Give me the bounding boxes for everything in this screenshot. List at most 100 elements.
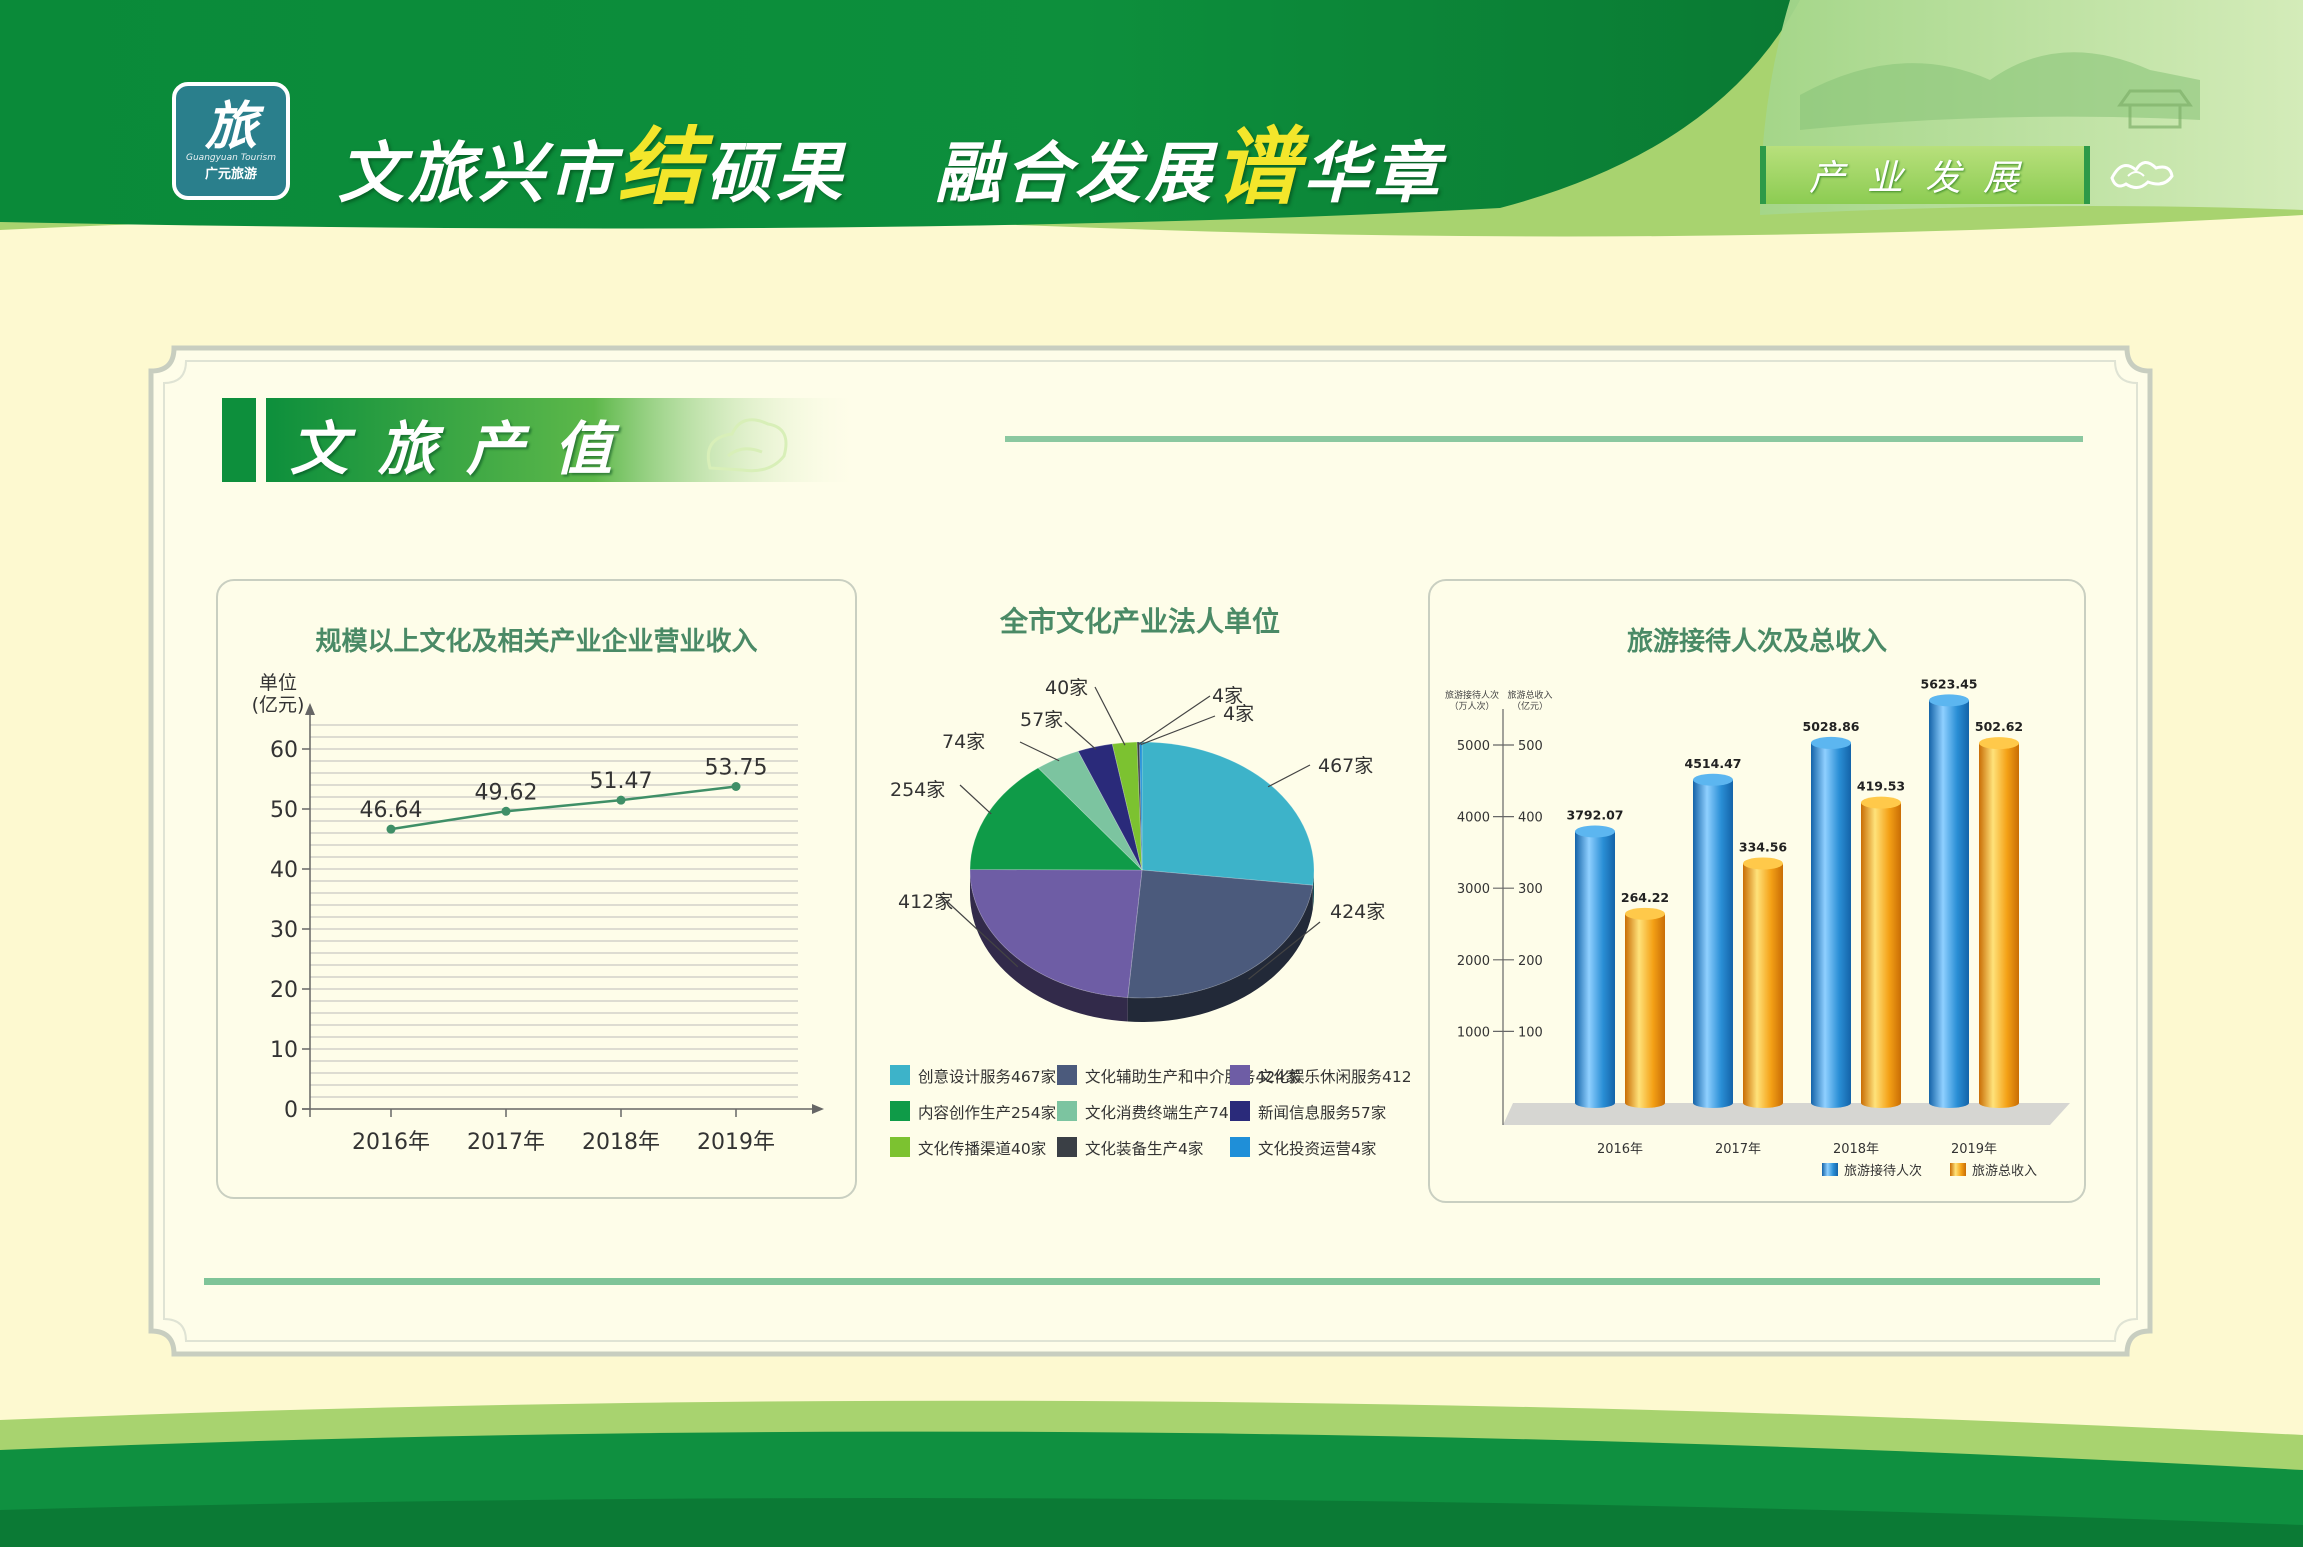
slice-label: 40家 bbox=[1045, 677, 1088, 699]
legend-swatch bbox=[1230, 1137, 1250, 1157]
headline-text: 硕果 bbox=[706, 135, 847, 212]
slice-label: 4家 bbox=[1212, 685, 1243, 707]
y-axis-unit-label: 单位 bbox=[259, 672, 297, 694]
left-tick-label: 2000 bbox=[1457, 954, 1490, 969]
slice-label: 74家 bbox=[942, 731, 985, 753]
callout-line bbox=[939, 894, 1019, 968]
bar-cap bbox=[1575, 825, 1615, 838]
data-label: 46.64 bbox=[360, 798, 423, 823]
slice-label: 412家 bbox=[898, 891, 953, 913]
headline-highlight: 结 bbox=[618, 117, 707, 216]
logo-text: 广元旅游 bbox=[204, 166, 257, 182]
slice-label: 254家 bbox=[890, 779, 945, 801]
revenue-line-chart: 0 10 20 30 40 50 60 单位(亿元) 2016年 2017年 2018年 2019年 4… bbox=[252, 672, 824, 1155]
headline-text: 华章 bbox=[1303, 135, 1444, 212]
callout-line bbox=[1140, 715, 1216, 746]
headline-text: 融合发展 bbox=[935, 135, 1215, 212]
bar bbox=[1693, 779, 1733, 1103]
x-tick-label: 2019年 bbox=[1951, 1142, 1997, 1157]
legend-swatch bbox=[1057, 1065, 1077, 1085]
right-axis-label: （亿元） bbox=[1512, 700, 1548, 712]
legend-swatch bbox=[1230, 1065, 1250, 1085]
y-tick-label: 50 bbox=[270, 798, 298, 823]
section-title-bar bbox=[222, 398, 862, 482]
callout-line bbox=[1019, 741, 1060, 762]
headline-part-1: 文旅兴市结硕果 bbox=[338, 100, 846, 221]
right-tick-label: 400 bbox=[1518, 811, 1543, 826]
bar-base bbox=[1693, 1098, 1733, 1108]
cloud-ornament-icon bbox=[2110, 161, 2174, 189]
bar bbox=[1743, 863, 1783, 1103]
bar-base bbox=[1743, 1098, 1783, 1108]
logo-subtitle: Guangyuan Tourism bbox=[186, 152, 276, 163]
footer-band bbox=[0, 1400, 2303, 1547]
slice-label: 467家 bbox=[1318, 755, 1373, 777]
bar-value-label: 502.62 bbox=[1975, 719, 2023, 734]
x-tick-label: 2017年 bbox=[467, 1130, 545, 1155]
callout-line bbox=[1248, 921, 1321, 980]
legend-swatch bbox=[1057, 1101, 1077, 1121]
data-point bbox=[616, 795, 626, 805]
slice-label: 424家 bbox=[1330, 901, 1385, 923]
x-tick-label: 2016年 bbox=[352, 1130, 430, 1155]
bar-value-label: 3792.07 bbox=[1567, 807, 1624, 822]
pie-slice bbox=[1077, 743, 1143, 871]
right-axis-label: 旅游总收入 bbox=[1507, 689, 1552, 701]
pie-slice bbox=[1111, 741, 1143, 871]
bar bbox=[1861, 802, 1901, 1103]
x-tick-label: 2017年 bbox=[1715, 1142, 1761, 1157]
pie-slice bbox=[969, 869, 1143, 998]
bar-base bbox=[1979, 1098, 2019, 1108]
left-tick-label: 3000 bbox=[1457, 882, 1490, 897]
data-label: 51.47 bbox=[590, 769, 653, 794]
header-band bbox=[0, 0, 2303, 245]
bar bbox=[1625, 913, 1665, 1103]
chart-floor bbox=[1503, 1103, 2070, 1125]
pie-slice bbox=[1127, 869, 1314, 999]
left-tick-label: 4000 bbox=[1457, 811, 1490, 826]
y-axis-unit-label: (亿元) bbox=[252, 694, 305, 716]
data-point bbox=[731, 782, 741, 791]
callout-line bbox=[1138, 695, 1211, 746]
legend-label: 文化传播渠道40家 bbox=[918, 1140, 1046, 1158]
y-axis-arrow-icon bbox=[305, 703, 315, 715]
bar-value-label: 419.53 bbox=[1857, 779, 1905, 794]
x-tick-label: 2019年 bbox=[697, 1130, 775, 1155]
pie-slice bbox=[969, 767, 1143, 871]
x-axis-arrow-icon bbox=[812, 1104, 824, 1114]
headline-part-2: 融合发展谱华章 bbox=[935, 100, 1443, 221]
right-tick-label: 100 bbox=[1518, 1025, 1543, 1040]
left-axis-label: 旅游接待人次 bbox=[1445, 689, 1499, 701]
legend-label: 旅游接待人次 bbox=[1844, 1163, 1922, 1179]
section-tag: 产业发展 bbox=[1760, 146, 2090, 204]
left-tick-label: 5000 bbox=[1457, 739, 1490, 754]
pie-slice bbox=[1037, 750, 1143, 871]
legend-label: 新闻信息服务57家 bbox=[1258, 1104, 1386, 1122]
x-tick-label: 2016年 bbox=[1597, 1142, 1643, 1157]
chart-title: 规模以上文化及相关产业企业营业收入 bbox=[315, 627, 758, 657]
legend-swatch bbox=[1057, 1137, 1077, 1157]
bar-cap bbox=[1811, 736, 1851, 749]
bar-base bbox=[1861, 1098, 1901, 1108]
pie-slice bbox=[1141, 741, 1315, 886]
tourism-chart-panel: 旅游接待人次及总收入 旅游接待人次 （万人次） 旅游总收入 （亿元） 1000 100 20… bbox=[1428, 579, 2086, 1203]
legend-label: 文化消费终端生产74家 bbox=[1085, 1104, 1244, 1122]
bar-cap bbox=[1979, 737, 2019, 750]
legend-swatch bbox=[890, 1101, 910, 1121]
slice-label: 57家 bbox=[1020, 709, 1063, 731]
y-tick-label: 0 bbox=[284, 1098, 298, 1123]
chart-title: 全市文化产业法人单位 bbox=[999, 605, 1280, 638]
bar-cap bbox=[1929, 694, 1969, 707]
legend-swatch bbox=[890, 1065, 910, 1085]
bar bbox=[1811, 742, 1851, 1103]
headline-highlight: 谱 bbox=[1215, 117, 1304, 216]
data-label: 53.75 bbox=[705, 756, 768, 781]
right-tick-label: 300 bbox=[1518, 882, 1543, 897]
logo-mark: 旅 bbox=[204, 95, 257, 157]
revenue-chart-panel: 规模以上文化及相关产业企业营业收入 0 10 20 30 40 50 60 单位 (亿元) 201… bbox=[216, 579, 857, 1199]
y-tick-label: 40 bbox=[270, 858, 298, 883]
right-tick-label: 200 bbox=[1518, 954, 1543, 969]
pie-slice bbox=[1136, 741, 1143, 871]
legend-label: 内容创作生产254家 bbox=[918, 1104, 1056, 1122]
bar-value-label: 334.56 bbox=[1739, 839, 1788, 854]
